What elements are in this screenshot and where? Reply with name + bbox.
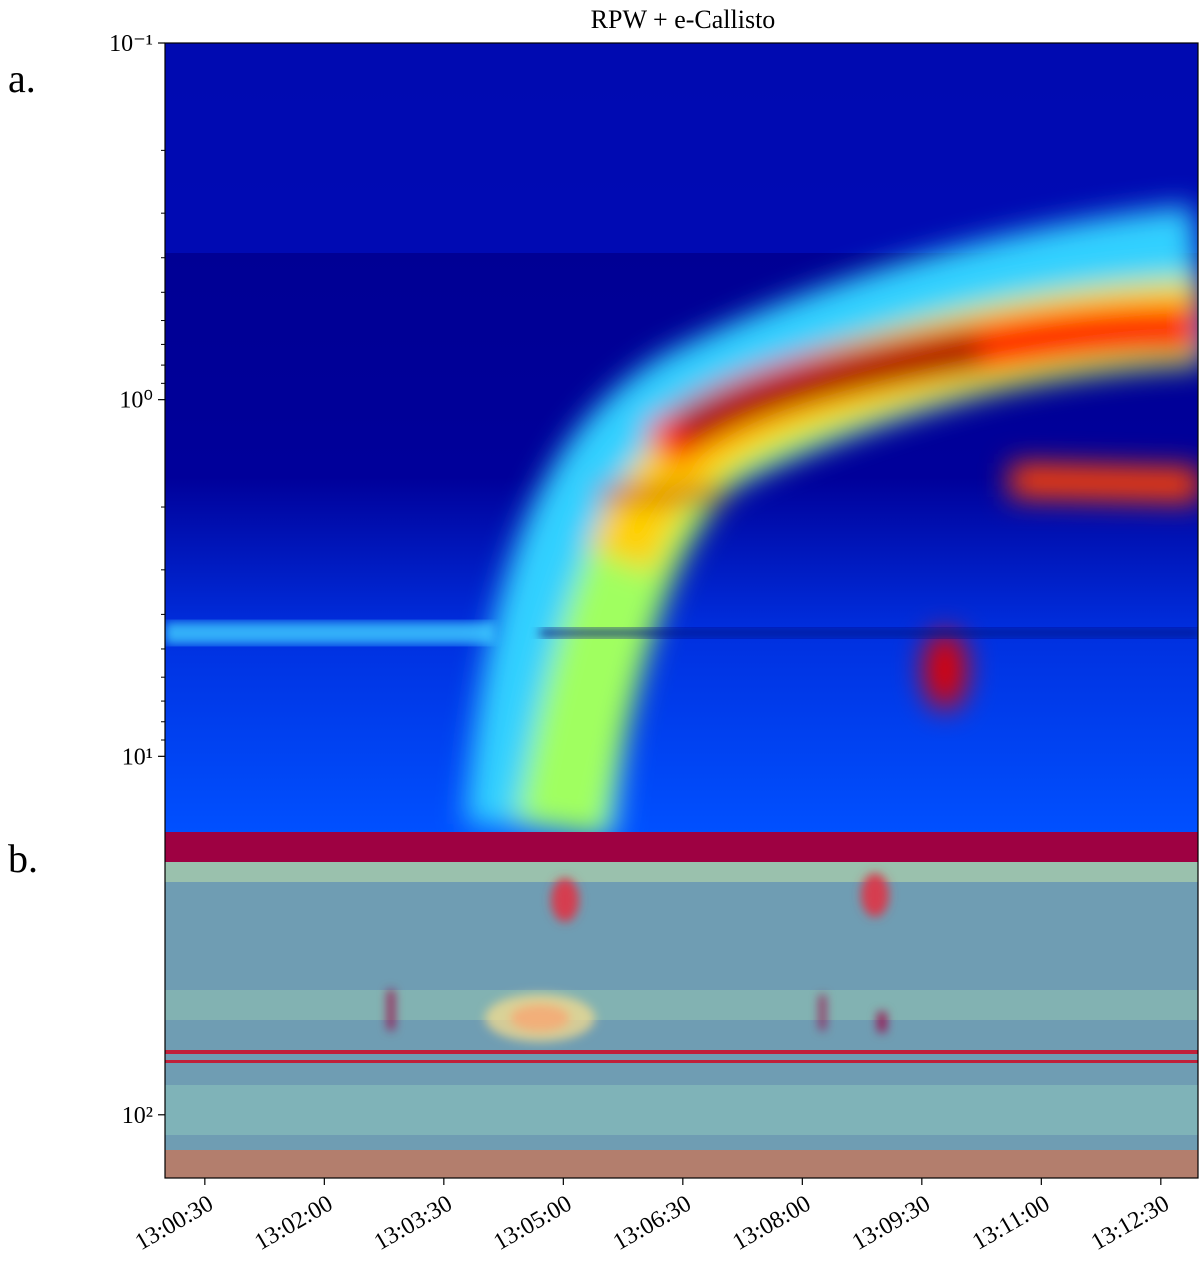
y-tick-label: 10² <box>122 1103 153 1129</box>
x-tick-label: 13:05:00 <box>489 1191 576 1256</box>
y-tick-label: 10⁻¹ <box>109 31 153 57</box>
axes-frame <box>164 42 1199 1179</box>
x-tick-label: 13:03:30 <box>370 1191 457 1256</box>
x-tick-label: 13:11:00 <box>968 1191 1054 1256</box>
panel-label: a. <box>8 56 36 101</box>
panel-label: b. <box>8 836 38 881</box>
y-tick-label: 10⁰ <box>119 388 153 414</box>
x-tick-label: 13:09:30 <box>848 1191 935 1256</box>
x-tick-label: 13:08:00 <box>728 1191 815 1256</box>
spectrogram-callisto <box>165 832 1198 1178</box>
x-tick-label: 13:12:30 <box>1087 1191 1174 1256</box>
x-tick-label: 13:02:00 <box>250 1191 337 1256</box>
x-tick-label: 13:06:30 <box>609 1191 696 1256</box>
chart-title: RPW + e-Callisto <box>591 5 776 34</box>
x-tick-label: 13:00:30 <box>131 1191 218 1256</box>
spectrogram-rpw <box>165 43 1198 832</box>
y-tick-label: 10¹ <box>122 744 153 770</box>
